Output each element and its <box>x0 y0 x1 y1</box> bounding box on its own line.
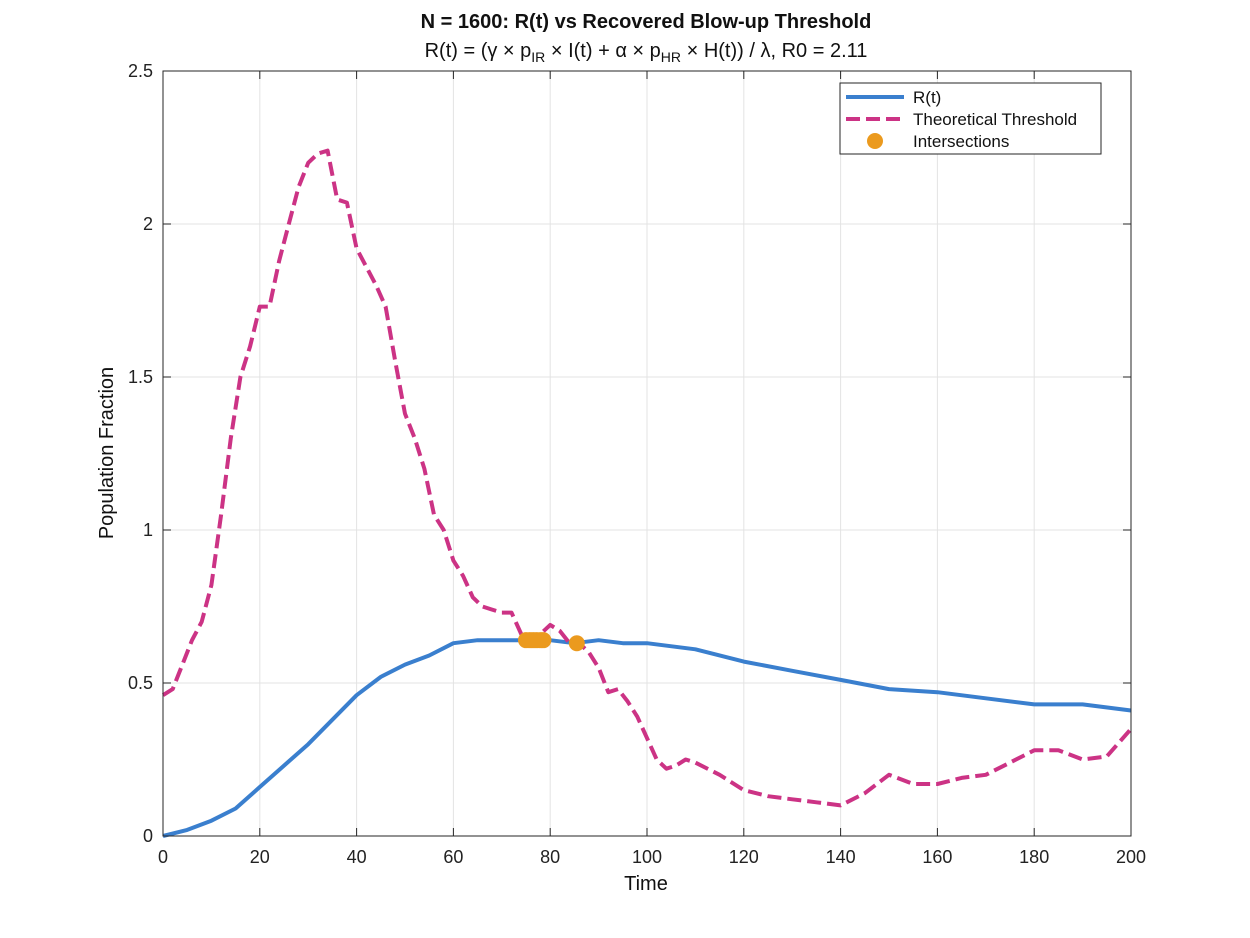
grid-lines <box>162 70 1132 837</box>
intersection-point <box>535 632 552 649</box>
y-tick-label: 2.5 <box>128 61 153 81</box>
y-tick-label: 1.5 <box>128 367 153 387</box>
legend-swatch-intersections <box>867 133 883 149</box>
legend-label-intersections: Intersections <box>913 132 1009 151</box>
threshold-line <box>161 148 1133 808</box>
x-tick-label: 60 <box>443 847 463 867</box>
subtitle-text: × I(t) + α × p <box>545 40 661 62</box>
chart-subtitle: R(t) = (γ × pIR × I(t) + α × pHR × H(t))… <box>425 40 868 65</box>
subtitle-text: R(t) = (γ × p <box>425 40 532 62</box>
axis-ticks: 0 20 40 60 80 100 120 140 160 180 200 0 0.5 1 1.5 2 2.5 <box>128 61 1146 867</box>
legend-box <box>839 82 1102 155</box>
x-tick-label: 180 <box>1019 847 1049 867</box>
subtitle-subscript: HR <box>661 49 681 65</box>
x-tick-label: 0 <box>158 847 168 867</box>
subtitle-text: × H(t)) / λ, R0 = 2.11 <box>681 40 867 62</box>
x-tick-label: 120 <box>729 847 759 867</box>
y-tick-label: 0 <box>143 826 153 846</box>
y-tick-label: 1 <box>143 520 153 540</box>
y-axis-label: Population Fraction <box>96 367 118 539</box>
subtitle-subscript: IR <box>531 49 545 65</box>
y-tick-label: 0.5 <box>128 673 153 693</box>
plot-series <box>161 148 1133 838</box>
x-tick-label: 160 <box>922 847 952 867</box>
x-tick-label: 140 <box>826 847 856 867</box>
legend-label-r: R(t) <box>913 88 941 107</box>
chart-title: N = 1600: R(t) vs Recovered Blow-up Thre… <box>421 11 872 33</box>
x-tick-label: 100 <box>632 847 662 867</box>
x-tick-label: 20 <box>250 847 270 867</box>
x-tick-label: 200 <box>1116 847 1146 867</box>
intersection-point <box>568 635 585 652</box>
x-tick-label: 40 <box>347 847 367 867</box>
legend: R(t) Theoretical Threshold Intersections <box>839 82 1102 155</box>
y-tick-label: 2 <box>143 214 153 234</box>
x-axis-label: Time <box>624 873 668 895</box>
x-tick-label: 80 <box>540 847 560 867</box>
legend-label-threshold: Theoretical Threshold <box>913 110 1077 129</box>
